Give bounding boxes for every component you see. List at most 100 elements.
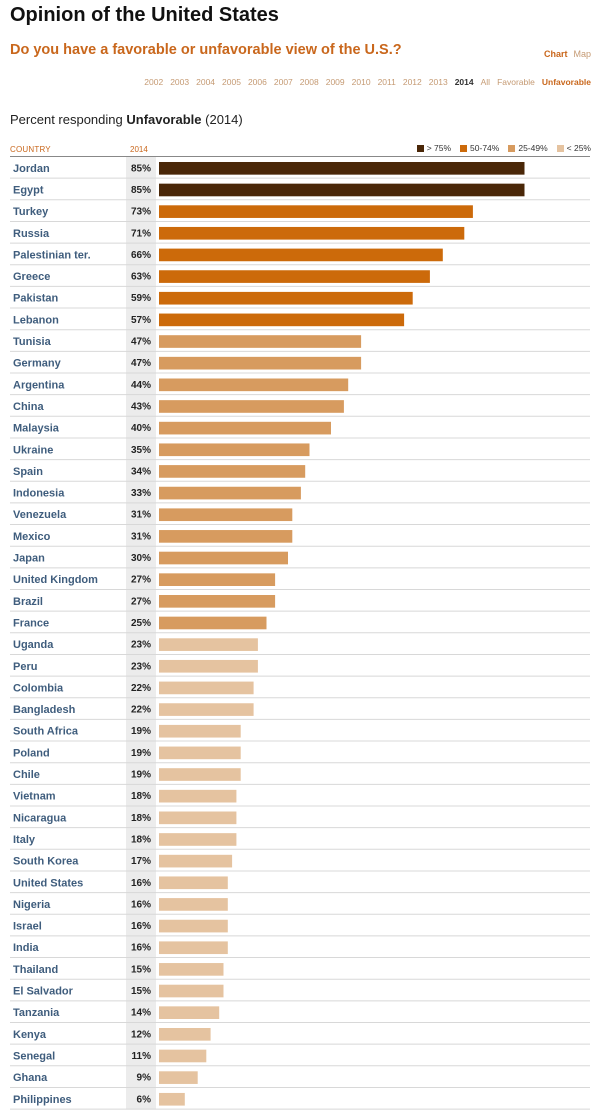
bar[interactable] — [159, 941, 228, 955]
bar[interactable] — [159, 595, 276, 608]
year-link-2013[interactable]: 2013 — [428, 77, 448, 87]
bar[interactable] — [159, 443, 310, 457]
bar[interactable] — [159, 1092, 185, 1106]
chart-row[interactable]: France 25% — [10, 616, 590, 634]
chart-row[interactable]: Jordan 85% — [10, 162, 590, 179]
chart-row[interactable]: Ukraine 35% — [10, 443, 590, 461]
chart-row[interactable]: Russia 71% — [10, 226, 590, 244]
bar[interactable] — [159, 508, 293, 522]
year-link-2002[interactable]: 2002 — [144, 77, 164, 87]
chart-row[interactable]: Lebanon 57% — [10, 313, 590, 331]
bar[interactable] — [159, 659, 258, 673]
bar[interactable] — [159, 248, 443, 262]
bar[interactable] — [159, 746, 241, 760]
bar[interactable] — [159, 919, 228, 933]
chart-row[interactable]: Senegal 11% — [10, 1049, 590, 1067]
chart-row[interactable]: United States 16% — [10, 876, 590, 894]
bar[interactable] — [159, 162, 525, 175]
bar[interactable] — [159, 681, 254, 695]
bar[interactable] — [159, 270, 430, 283]
chart-row[interactable]: Germany 47% — [10, 356, 590, 374]
chart-row[interactable]: Peru 23% — [10, 659, 590, 677]
chart-row[interactable]: South Africa 19% — [10, 724, 590, 742]
chart-row[interactable]: Malaysia 40% — [10, 421, 590, 439]
bar[interactable] — [159, 421, 331, 435]
chart-row[interactable]: Nicaragua 18% — [10, 811, 590, 829]
chart-row[interactable]: El Salvador 15% — [10, 984, 590, 1002]
year-link-2005[interactable]: 2005 — [222, 77, 241, 87]
bar[interactable] — [159, 226, 465, 240]
bar[interactable] — [159, 400, 344, 413]
bar[interactable] — [159, 313, 405, 327]
chart-row[interactable]: Turkey 73% — [10, 205, 590, 222]
chart-row[interactable]: Venezuela 31% — [10, 508, 590, 526]
bar[interactable] — [159, 1028, 211, 1041]
chart-row[interactable]: Nigeria 16% — [10, 898, 590, 915]
chart-row[interactable]: Kenya 12% — [10, 1028, 590, 1045]
year-link-2007[interactable]: 2007 — [273, 77, 293, 87]
chart-row[interactable]: Poland 19% — [10, 746, 590, 764]
year-link-2012[interactable]: 2012 — [402, 77, 422, 87]
bar[interactable] — [159, 963, 224, 976]
bar[interactable] — [159, 984, 224, 998]
bar[interactable] — [159, 205, 473, 218]
chart-row[interactable]: India 16% — [10, 941, 590, 959]
chart-row[interactable]: Israel 16% — [10, 919, 590, 937]
year-link-2010[interactable]: 2010 — [351, 77, 371, 87]
chart-row[interactable]: Philippines 6% — [10, 1092, 590, 1110]
bar[interactable] — [159, 811, 237, 825]
bar[interactable] — [159, 530, 293, 543]
unfavorable-link[interactable]: Unfavorable — [541, 77, 591, 87]
bar[interactable] — [159, 789, 237, 803]
all-years-link[interactable]: All — [480, 77, 491, 87]
chart-row[interactable]: Colombia 22% — [10, 681, 590, 699]
chart-row[interactable]: Palestinian ter. 66% — [10, 248, 590, 266]
chart-row[interactable]: Greece 63% — [10, 270, 590, 287]
bar[interactable] — [159, 335, 362, 348]
bar[interactable] — [159, 876, 228, 890]
bar[interactable] — [159, 465, 306, 478]
bar[interactable] — [159, 378, 349, 392]
year-link-2003[interactable]: 2003 — [170, 77, 190, 87]
bar[interactable] — [159, 356, 362, 370]
bar[interactable] — [159, 898, 228, 911]
chart-row[interactable]: South Korea 17% — [10, 854, 590, 872]
bar[interactable] — [159, 638, 258, 651]
chart-row[interactable]: Tanzania 14% — [10, 1006, 590, 1023]
chart-row[interactable]: Bangladesh 22% — [10, 703, 590, 720]
chart-row[interactable]: Italy 18% — [10, 833, 590, 850]
chart-row[interactable]: Tunisia 47% — [10, 335, 590, 352]
year-link-2011[interactable]: 2011 — [377, 77, 396, 87]
bar[interactable] — [159, 616, 267, 630]
chart-row[interactable]: United Kingdom 27% — [10, 573, 590, 590]
year-column-header[interactable]: 2014 — [130, 145, 148, 154]
chart-row[interactable]: Spain 34% — [10, 465, 590, 482]
year-link-2008[interactable]: 2008 — [299, 77, 319, 87]
chart-row[interactable]: Brazil 27% — [10, 595, 590, 612]
chart-row[interactable]: Vietnam 18% — [10, 789, 590, 807]
map-view-link[interactable]: Map — [573, 49, 591, 59]
bar[interactable] — [159, 291, 413, 305]
bar[interactable] — [159, 486, 301, 500]
chart-row[interactable]: Ghana 9% — [10, 1071, 590, 1088]
chart-row[interactable]: Chile 19% — [10, 768, 590, 785]
bar[interactable] — [159, 833, 237, 846]
bar[interactable] — [159, 724, 241, 738]
chart-row[interactable]: Uganda 23% — [10, 638, 590, 655]
country-column-header[interactable]: COUNTRY — [10, 145, 51, 154]
chart-row[interactable]: Japan 30% — [10, 551, 590, 569]
favorable-link[interactable]: Favorable — [497, 77, 535, 87]
year-link-2014[interactable]: 2014 — [454, 77, 474, 87]
chart-row[interactable]: Pakistan 59% — [10, 291, 590, 309]
chart-row[interactable]: Thailand 15% — [10, 963, 590, 980]
bar[interactable] — [159, 768, 241, 781]
chart-row[interactable]: China 43% — [10, 400, 590, 417]
bar[interactable] — [159, 1071, 198, 1084]
year-link-2006[interactable]: 2006 — [247, 77, 267, 87]
bar[interactable] — [159, 1049, 207, 1063]
bar[interactable] — [159, 703, 254, 716]
chart-row[interactable]: Mexico 31% — [10, 530, 590, 547]
year-link-2009[interactable]: 2009 — [325, 77, 345, 87]
bar[interactable] — [159, 573, 276, 586]
bar[interactable] — [159, 551, 288, 565]
